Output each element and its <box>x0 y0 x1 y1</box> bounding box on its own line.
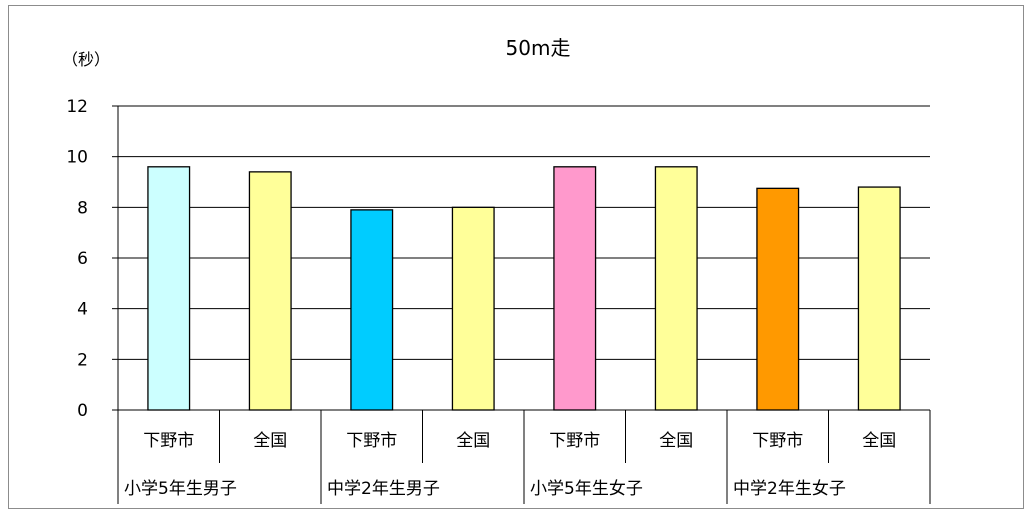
bar <box>451 206 495 411</box>
category-label: 全国 <box>659 431 693 451</box>
bar <box>147 166 191 411</box>
y-tick-label: 8 <box>77 198 88 218</box>
y-tick-label: 6 <box>77 249 88 269</box>
y-tick-label: 12 <box>66 97 88 117</box>
bar <box>553 166 597 411</box>
bar <box>248 171 292 411</box>
chart-title: 50m走 <box>506 36 571 60</box>
y-tick-label: 10 <box>66 148 88 168</box>
category-label: 全国 <box>862 431 896 451</box>
category-label: 下野市 <box>143 431 194 451</box>
group-label: 中学2年生女子 <box>733 479 846 499</box>
category-label: 下野市 <box>752 431 803 451</box>
bar <box>857 186 901 411</box>
category-label: 下野市 <box>346 431 397 451</box>
group-label: 小学5年生男子 <box>124 479 237 499</box>
category-label: 全国 <box>253 431 287 451</box>
y-tick-label: 2 <box>77 350 88 370</box>
y-tick-label: 4 <box>77 300 88 320</box>
group-label: 小学5年生女子 <box>530 479 643 499</box>
group-label: 中学2年生男子 <box>327 479 440 499</box>
bar <box>350 209 394 411</box>
bar <box>756 187 800 411</box>
bar <box>654 166 698 411</box>
y-axis-label: （秒） <box>62 50 110 69</box>
y-tick-label: 0 <box>77 401 88 421</box>
category-label: 下野市 <box>549 431 600 451</box>
category-label: 全国 <box>456 431 490 451</box>
